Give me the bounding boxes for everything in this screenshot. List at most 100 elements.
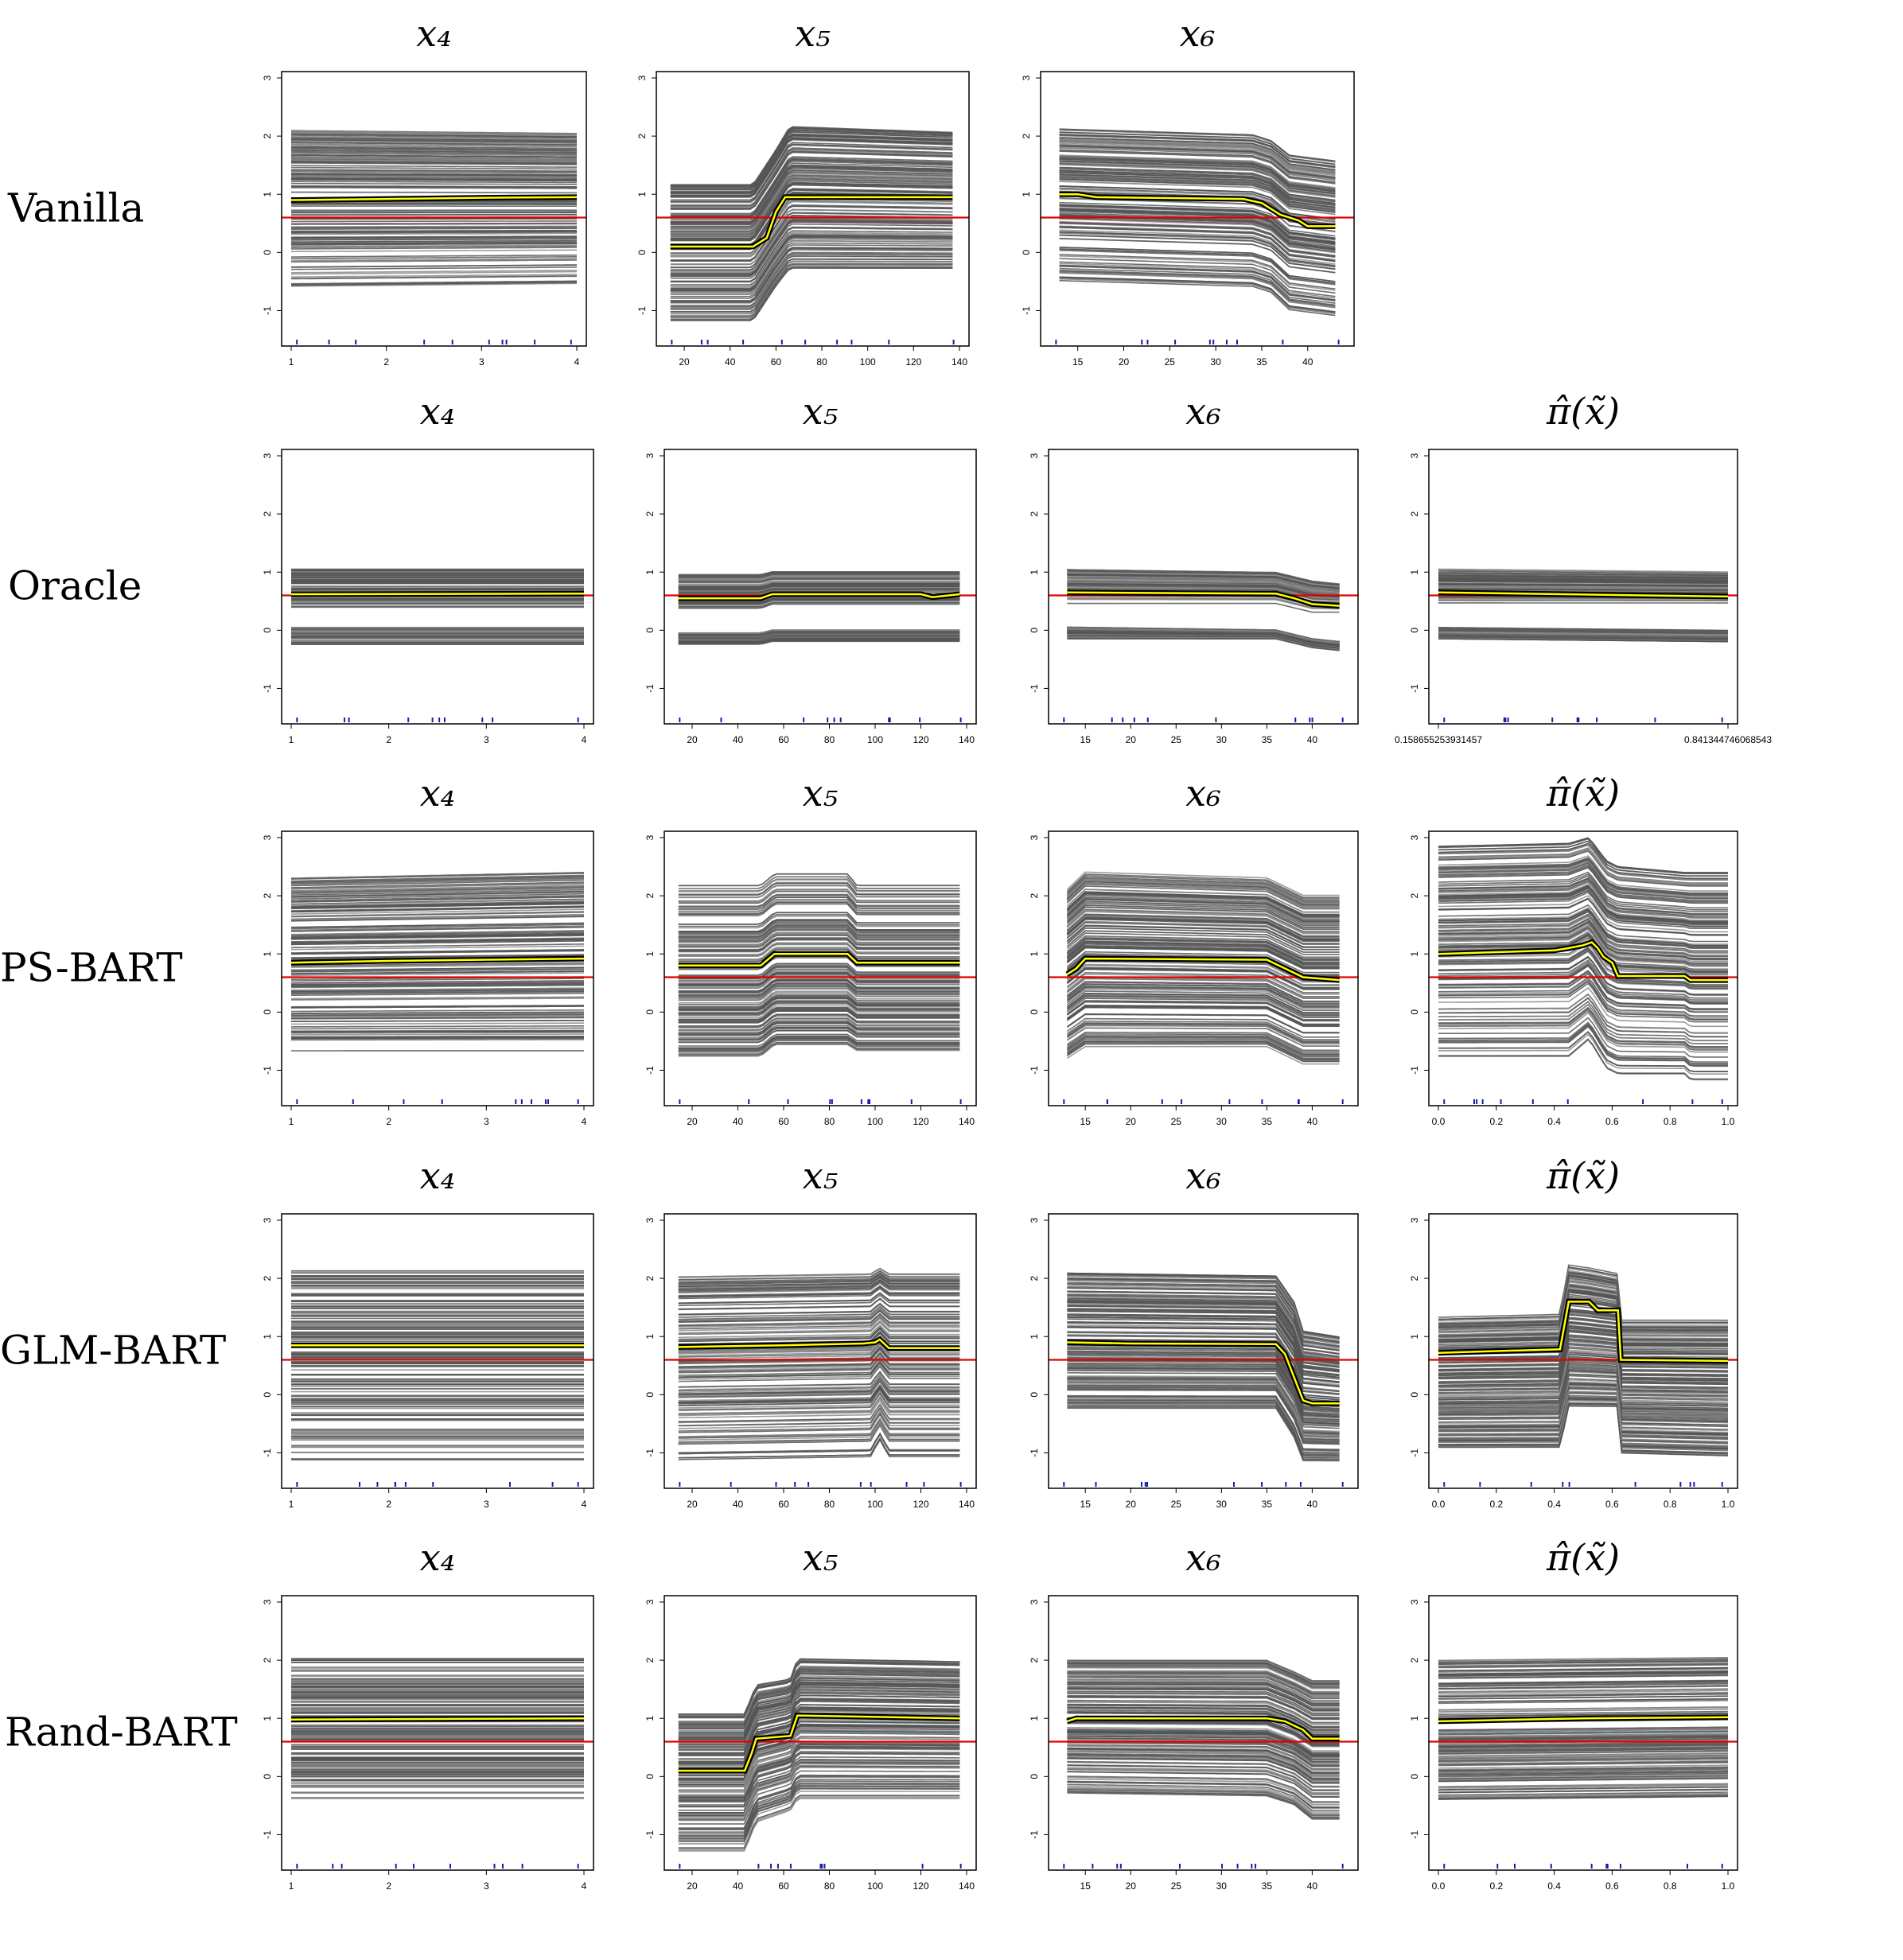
ice-curve xyxy=(678,1309,960,1323)
ice-curve xyxy=(290,996,585,1000)
ice-curve xyxy=(1438,950,1728,990)
y-tick-label: 1 xyxy=(644,570,656,575)
x-tick-label: 2 xyxy=(386,734,391,745)
ice-curve xyxy=(1438,1336,1729,1390)
x-tick-label: 0.8 xyxy=(1664,1499,1677,1510)
x-tick-label: 3 xyxy=(479,356,485,368)
ice-curve xyxy=(1059,161,1336,195)
ice-curve xyxy=(678,585,960,591)
ice-curve xyxy=(291,1005,584,1009)
ice-curve xyxy=(1438,1691,1729,1697)
ice-curve xyxy=(1438,891,1728,929)
ice-curve xyxy=(1066,904,1340,928)
ice-curve xyxy=(678,938,960,951)
ice-curve xyxy=(1067,1664,1340,1686)
x-tick-label: 2 xyxy=(386,1116,391,1127)
y-tick-label: 1 xyxy=(1029,570,1040,575)
ice-curve xyxy=(670,149,953,208)
ice-curve xyxy=(1438,855,1728,892)
plot-area xyxy=(1049,1272,1358,1462)
x-tick-label: 100 xyxy=(860,356,876,368)
x-tick-label: 0.0 xyxy=(1432,1880,1446,1892)
ice-curve xyxy=(678,1752,960,1808)
ice-curve xyxy=(678,903,960,916)
ice-curve xyxy=(1438,1667,1729,1672)
ice-curve xyxy=(1066,988,1340,1009)
ice-curve xyxy=(1438,849,1728,886)
ice-curve xyxy=(678,1386,960,1405)
ice-curve xyxy=(291,181,577,184)
ice-curve xyxy=(1438,927,1728,966)
ice-curve xyxy=(678,571,960,576)
y-tick-label: 1 xyxy=(644,951,656,957)
ice-curve xyxy=(678,937,960,951)
ice-curve xyxy=(291,1029,584,1032)
ice-curve xyxy=(678,1785,960,1840)
ice-curve xyxy=(1066,943,1340,966)
y-tick-label: 3 xyxy=(1409,834,1420,840)
ice-curve xyxy=(1438,1395,1729,1448)
ice-curve xyxy=(291,1033,584,1036)
ice-curve xyxy=(678,1782,960,1837)
ice-curve xyxy=(1438,1754,1728,1759)
ice-curve xyxy=(678,1359,960,1376)
ice-curve xyxy=(678,1669,960,1726)
ice-curve xyxy=(1438,926,1728,965)
ice-curve xyxy=(1067,1764,1340,1791)
ice-curve xyxy=(291,962,585,966)
y-tick-label: 3 xyxy=(1409,1599,1420,1604)
ice-curve xyxy=(1438,1038,1728,1080)
ice-curve xyxy=(678,1736,960,1791)
ice-curve xyxy=(1438,917,1728,956)
ice-curve xyxy=(670,247,953,303)
ice-curve xyxy=(1438,873,1728,911)
x-tick-label: 30 xyxy=(1216,1880,1228,1892)
ice-curve xyxy=(678,1709,960,1764)
ice-curve xyxy=(678,885,960,898)
average-curve xyxy=(1066,957,1340,982)
row-label: PS-BART xyxy=(0,945,183,991)
ice-curve xyxy=(678,1706,960,1762)
ice-curve xyxy=(1059,158,1336,192)
y-tick-label: 3 xyxy=(262,1217,273,1223)
ice-curve xyxy=(1438,838,1728,875)
ice-curve xyxy=(1066,878,1340,903)
ice-curve xyxy=(290,931,585,937)
ice-curve xyxy=(1438,1278,1728,1335)
ice-curve xyxy=(1438,634,1729,639)
ice-curve xyxy=(1067,1785,1340,1813)
y-tick-label: 2 xyxy=(262,892,273,898)
ice-curve xyxy=(1067,1334,1340,1394)
x-tick-label: 80 xyxy=(824,734,835,745)
ice-curve xyxy=(290,873,585,880)
ice-curve xyxy=(670,138,953,198)
ice-curve xyxy=(1438,897,1728,935)
x-tick-label: 25 xyxy=(1171,734,1182,745)
ice-curve xyxy=(670,150,953,209)
ice-curve xyxy=(678,1418,960,1438)
ice-curve xyxy=(1438,1783,1729,1787)
ice-curve xyxy=(291,962,585,967)
y-tick-label: 3 xyxy=(262,1599,273,1604)
ice-curve xyxy=(1059,264,1336,301)
ice-curve xyxy=(1438,931,1728,970)
ice-curve xyxy=(1066,947,1340,970)
ice-curve xyxy=(678,1682,960,1740)
ice-curve xyxy=(1438,1275,1728,1332)
ice-curve xyxy=(1438,932,1728,972)
ice-curve xyxy=(1438,1743,1728,1748)
x-tick-label: 120 xyxy=(913,1880,928,1892)
ice-curve xyxy=(1067,1677,1340,1700)
ice-curve xyxy=(1066,877,1340,901)
ice-curve xyxy=(1438,883,1728,921)
ice-curve xyxy=(670,182,953,240)
ice-curve xyxy=(1438,578,1729,582)
ice-curve xyxy=(1059,177,1336,212)
ice-curve xyxy=(1067,1767,1340,1794)
ice-curve xyxy=(678,932,960,946)
ice-curve xyxy=(1438,850,1728,887)
average-curve xyxy=(290,196,578,201)
ice-curve xyxy=(291,173,577,176)
ice-curve xyxy=(1067,1402,1340,1457)
ice-curve xyxy=(1067,1757,1340,1784)
